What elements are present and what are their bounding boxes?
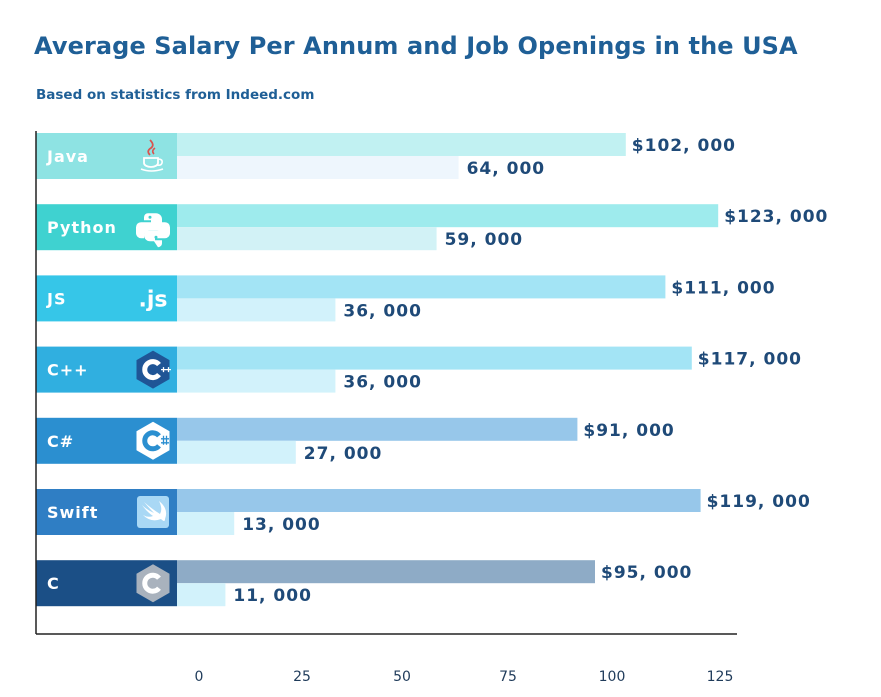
- salary-bar: [177, 346, 692, 370]
- openings-bar: [177, 156, 459, 179]
- salary-label: $102, 000: [632, 136, 736, 156]
- openings-bar: [177, 583, 226, 607]
- js-icon: .js: [139, 287, 168, 312]
- x-tick-label: 0: [195, 669, 204, 685]
- svg-text:.js: .js: [139, 287, 168, 312]
- swift-icon: [137, 496, 169, 528]
- row-c-: C# $91, 000 27, 000: [36, 417, 674, 464]
- openings-bar: [177, 440, 296, 464]
- category-label: C++: [47, 361, 89, 380]
- openings-label: 64, 000: [467, 159, 546, 179]
- salary-bar: [177, 417, 578, 441]
- openings-label: 11, 000: [233, 586, 312, 606]
- salary-label: $119, 000: [707, 492, 811, 512]
- category-label: Swift: [47, 503, 98, 522]
- java-icon: [140, 139, 164, 172]
- csharp-icon: [136, 421, 170, 460]
- category-label: Python: [47, 218, 117, 237]
- x-tick-label: 75: [499, 669, 517, 685]
- salary-bar: [177, 204, 719, 228]
- chart-subtitle: Based on statistics from Indeed.com: [36, 87, 315, 103]
- chart-title: Average Salary Per Annum and Job Opening…: [34, 32, 798, 60]
- salary-label: $111, 000: [671, 278, 775, 298]
- category-label-bg: [36, 275, 177, 322]
- openings-label: 36, 000: [343, 301, 422, 321]
- row-js: JS .js $111, 000 36, 000: [36, 275, 775, 322]
- openings-bar: [177, 227, 437, 251]
- x-tick-label: 125: [707, 669, 734, 685]
- cpp-icon: [136, 350, 171, 389]
- row-c: C $95, 000 11, 000: [36, 560, 692, 607]
- openings-bar: [177, 512, 235, 535]
- openings-label: 13, 000: [242, 515, 321, 535]
- category-label: Java: [46, 147, 89, 166]
- row-swift: Swift $119, 000 13, 000: [36, 489, 811, 535]
- x-tick-label: 100: [599, 669, 626, 685]
- python-icon: [136, 213, 170, 248]
- category-label: C: [47, 574, 60, 593]
- c-icon: [136, 564, 170, 603]
- salary-label: $95, 000: [601, 563, 692, 583]
- x-tick-label: 25: [293, 669, 311, 685]
- openings-label: 59, 000: [445, 230, 524, 250]
- x-tick-label: 50: [393, 669, 411, 685]
- salary-label: $91, 000: [583, 421, 674, 441]
- openings-bar: [177, 298, 336, 322]
- row-java: Java $102, 000 64, 000: [36, 133, 736, 179]
- salary-bar: [177, 560, 595, 584]
- salary-bar: [177, 275, 666, 299]
- salary-label: $117, 000: [698, 350, 802, 370]
- category-label: C#: [47, 432, 74, 451]
- salary-label: $123, 000: [724, 207, 828, 227]
- openings-label: 36, 000: [343, 373, 422, 393]
- openings-bar: [177, 369, 336, 393]
- row-c-: C++ $117, 000 36, 000: [36, 346, 802, 393]
- openings-label: 27, 000: [304, 444, 383, 464]
- salary-bar: [177, 489, 701, 512]
- row-python: Python $123, 000 59, 000: [36, 204, 828, 251]
- category-label: JS: [46, 289, 66, 308]
- salary-bar: [177, 133, 626, 156]
